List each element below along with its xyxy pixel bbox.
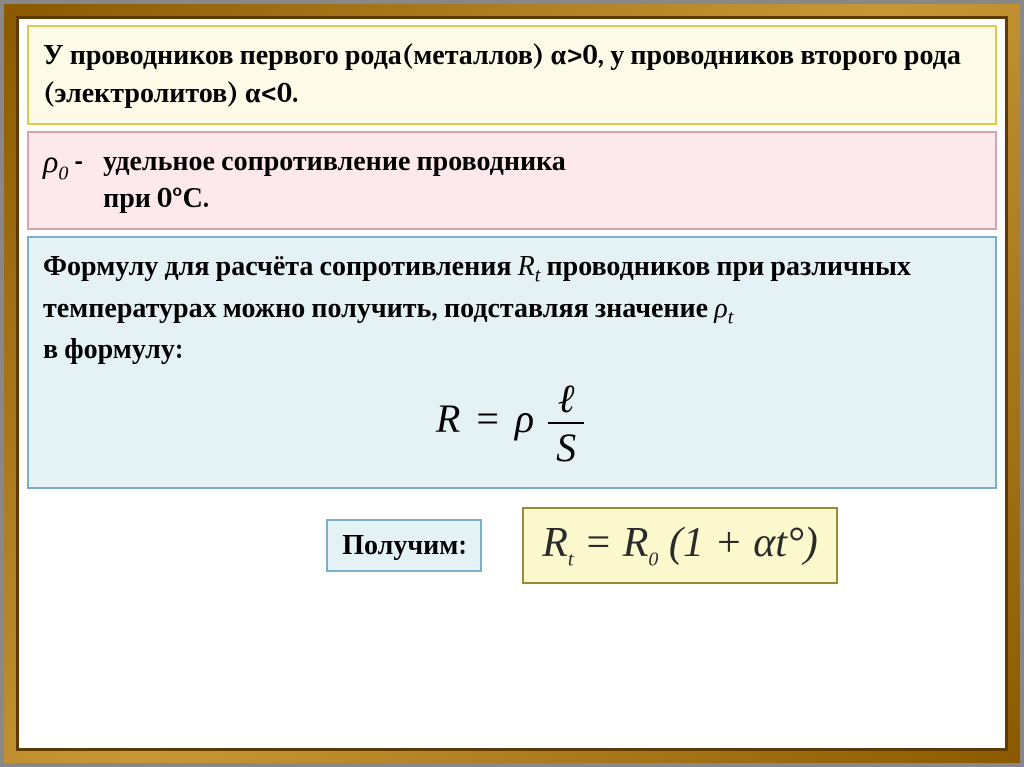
intro-part1: Формулу для расчёта сопротивления (43, 250, 518, 282)
got-label-box: Получим: (326, 519, 482, 572)
rho-dash: - (74, 143, 83, 181)
formula-fraction: ℓ S (548, 375, 584, 471)
result-formula-box: Rt = R0 (1 + αt°) (522, 507, 838, 583)
conductors-text: У проводников первого рода(металлов) α>0… (43, 37, 981, 113)
rho-zero-desc-2: при 0°С. (89, 180, 981, 218)
result-row: Получим: Rt = R0 (1 + αt°) (167, 507, 997, 583)
slide-outer-border: У проводников первого рода(металлов) α>0… (0, 0, 1024, 767)
r-sub-t-symbol: Rt (518, 251, 541, 282)
formula-rho: ρ (515, 396, 534, 441)
formula-r-rho-l-s: R = ρ ℓ S (43, 375, 981, 471)
box-formula-intro: Формулу для расчёта сопротивления Rt про… (27, 236, 997, 489)
box-conductors-types: У проводников первого рода(металлов) α>0… (27, 25, 997, 125)
slide-gradient-frame: У проводников первого рода(металлов) α>0… (4, 4, 1020, 763)
rho-zero-desc-1: удельное сопротивление проводника (89, 143, 981, 181)
fraction-top: ℓ (548, 375, 584, 424)
fraction-bottom: S (548, 424, 584, 471)
rho-zero-symbol: ρ0 (43, 143, 68, 185)
rho-sub-t-symbol: ρt (714, 293, 733, 324)
box-rho-zero: ρ0 - удельное сопротивление проводника п… (27, 131, 997, 231)
intro-part3: в формулу: (43, 333, 183, 365)
content-area: У проводников первого рода(металлов) α>0… (16, 16, 1008, 751)
formula-intro-text: Формулу для расчёта сопротивления Rt про… (43, 248, 981, 369)
formula-lhs: R (436, 396, 460, 441)
formula-eq: = (476, 396, 499, 441)
